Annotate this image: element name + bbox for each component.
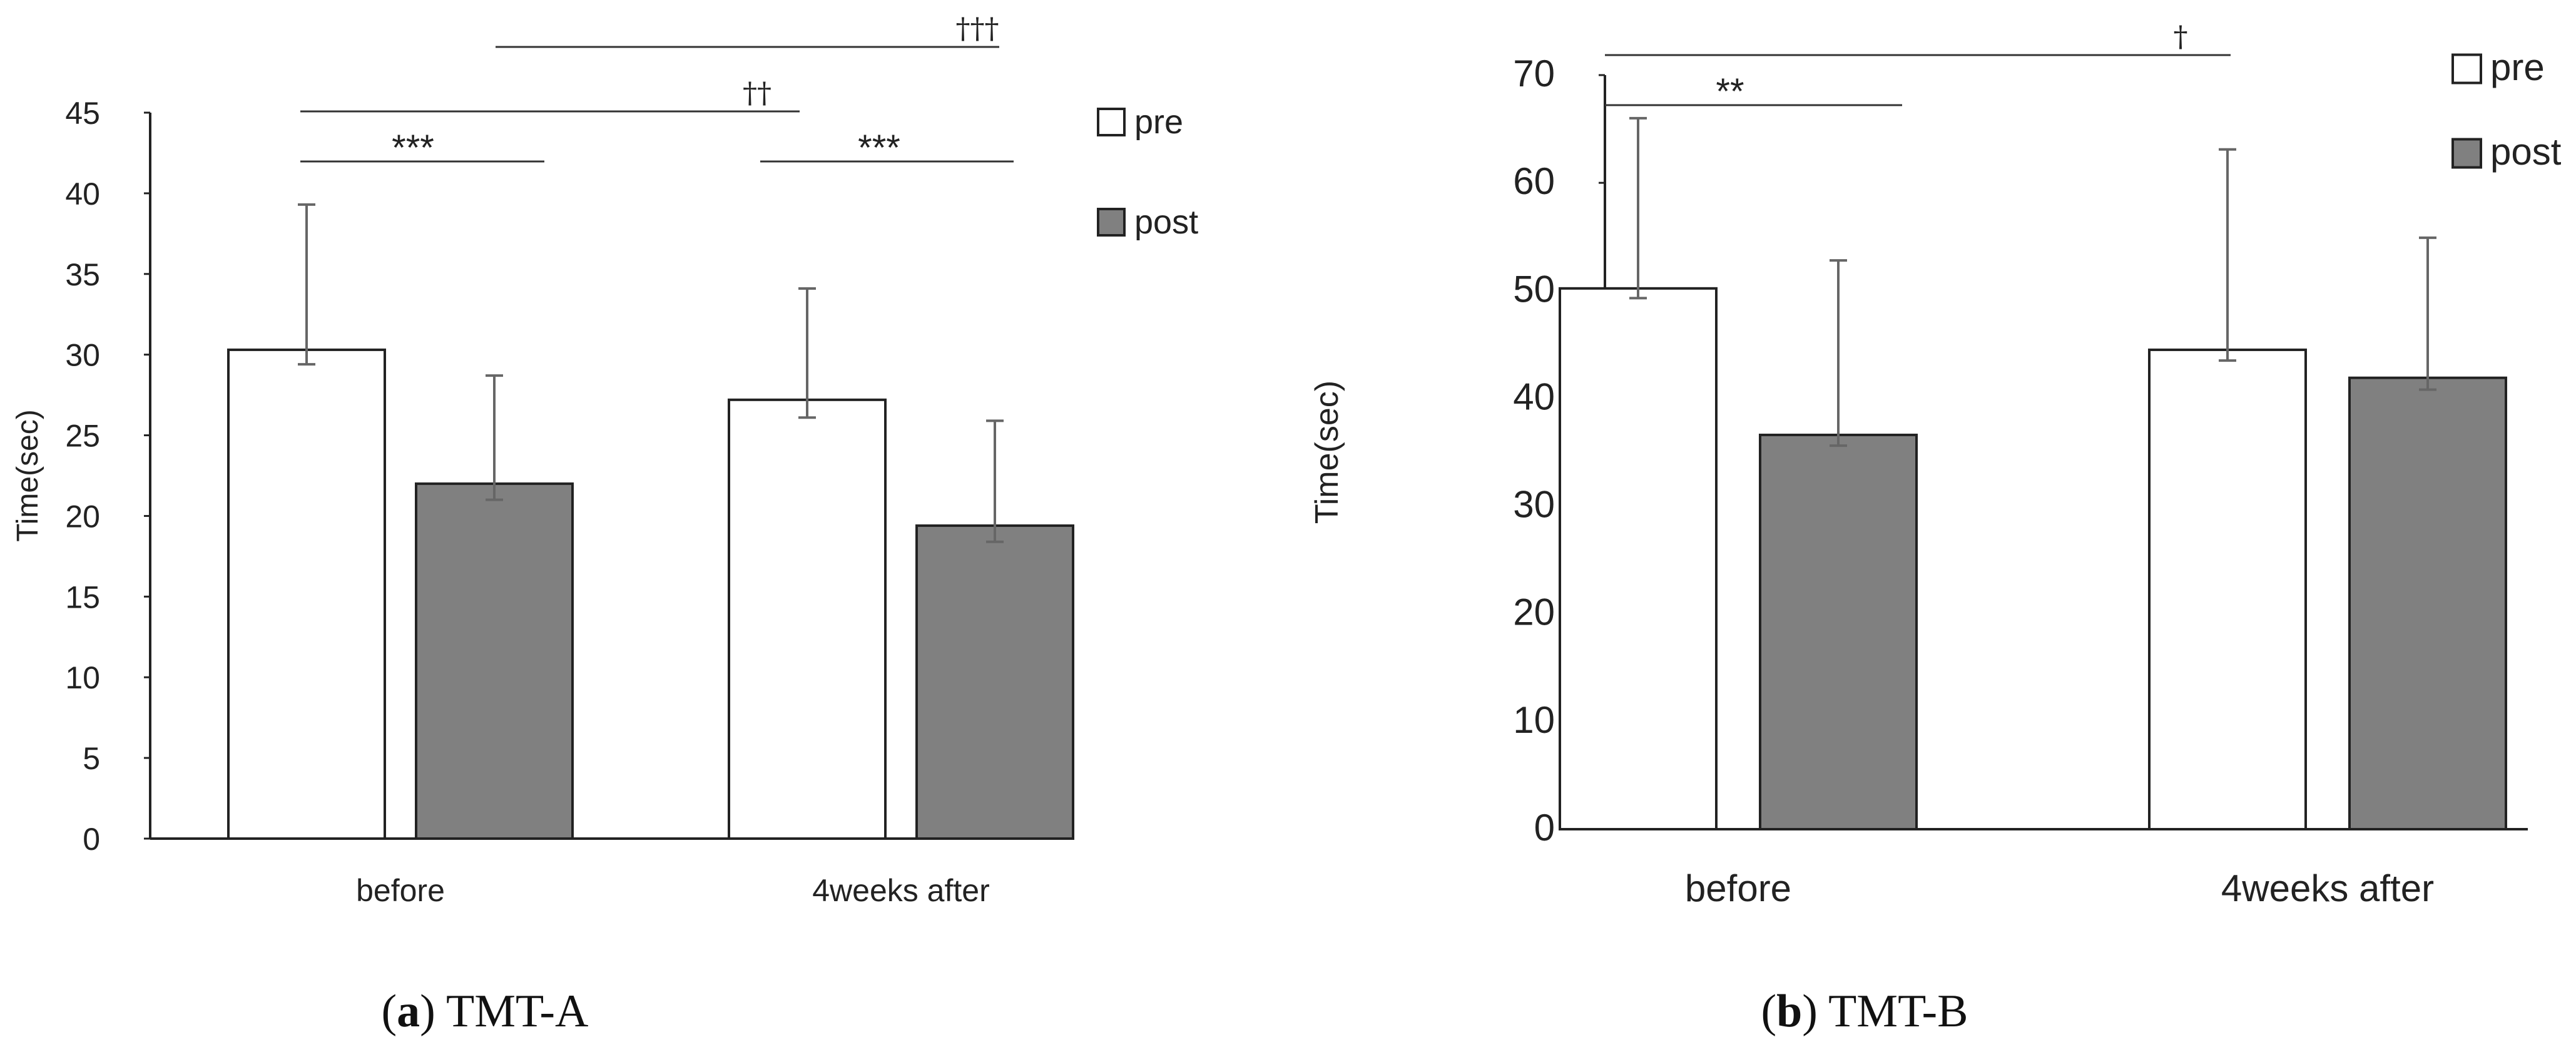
caption-letter: b [1776, 986, 1802, 1037]
panel-caption: (b) TMT-B [1761, 986, 1968, 1037]
y-tick-label: 70 [1513, 53, 1555, 94]
legend-label-post: post [1134, 203, 1198, 241]
x-category-label: before [1685, 867, 1791, 909]
y-tick-label: 30 [1513, 484, 1555, 526]
y-tick-label: 30 [65, 338, 100, 373]
bar-pre-before [227, 348, 386, 840]
caption-letter: a [397, 986, 420, 1037]
legend-swatch-post [2451, 138, 2482, 169]
significance-stars: ** [1716, 71, 1744, 112]
y-axis-label: Time(sec) [11, 409, 44, 542]
y-tick-label: 0 [1534, 807, 1555, 849]
y-tick-label: 10 [65, 660, 100, 695]
significance-daggers: †† [743, 76, 771, 110]
y-tick-label: 35 [65, 257, 100, 292]
y-tick-label: 40 [65, 176, 100, 212]
significance-daggers: ††† [956, 11, 999, 45]
significance-stars: *** [392, 128, 434, 168]
bar-pre-4weeks-after [2148, 348, 2307, 830]
y-tick-label: 5 [83, 741, 100, 776]
x-category-label: 4weeks after [2221, 867, 2434, 909]
caption-paren-close: ) [420, 986, 435, 1037]
y-tick-label: 20 [1513, 591, 1555, 633]
x-category-label: before [356, 873, 445, 908]
bar-post-before [1759, 433, 1918, 830]
y-tick-label: 15 [65, 580, 100, 615]
legend-swatch-pre [1097, 108, 1126, 136]
y-tick-label: 60 [1513, 160, 1555, 202]
bar-post-4weeks-after [2348, 376, 2507, 830]
legend-label-pre: pre [2490, 46, 2545, 88]
y-tick-label: 10 [1513, 699, 1555, 741]
panel-b: 0 10 20 30 40 50 60 70 Time(sec) before 4weeks aft… [1309, 19, 2562, 1037]
legend-label-post: post [2490, 131, 2562, 173]
legend-swatch-post [1097, 208, 1126, 237]
y-tick-label: 0 [83, 822, 100, 857]
y-tick-label: 25 [65, 419, 100, 454]
caption-paren-open: ( [1761, 986, 1776, 1037]
caption-paren-close: ) [1802, 986, 1818, 1037]
y-tick-label: 40 [1513, 375, 1555, 417]
y-tick-label: 20 [65, 499, 100, 534]
legend-label-pre: pre [1134, 103, 1183, 141]
caption-text: TMT-A [435, 986, 589, 1037]
panel-caption: (a) TMT-A [382, 986, 589, 1037]
caption-paren-open: ( [382, 986, 397, 1037]
legend-swatch-pre [2451, 53, 2482, 84]
bar-pre-before [1559, 287, 1718, 831]
panel-a: 0 5 10 15 20 25 30 35 40 45 Time(sec) before 4weeks … [11, 11, 1198, 1037]
significance-stars: *** [858, 128, 900, 168]
y-axis-label: Time(sec) [1309, 380, 1345, 524]
bar-post-before [415, 482, 574, 840]
bar-pre-4weeks-after [728, 398, 887, 840]
x-category-label: 4weeks after [812, 873, 989, 908]
significance-daggers: † [2174, 19, 2188, 53]
y-tick-label: 45 [65, 96, 100, 131]
caption-text: TMT-B [1818, 986, 1968, 1037]
y-tick-label: 50 [1513, 268, 1555, 310]
bar-post-4weeks-after [915, 524, 1074, 840]
